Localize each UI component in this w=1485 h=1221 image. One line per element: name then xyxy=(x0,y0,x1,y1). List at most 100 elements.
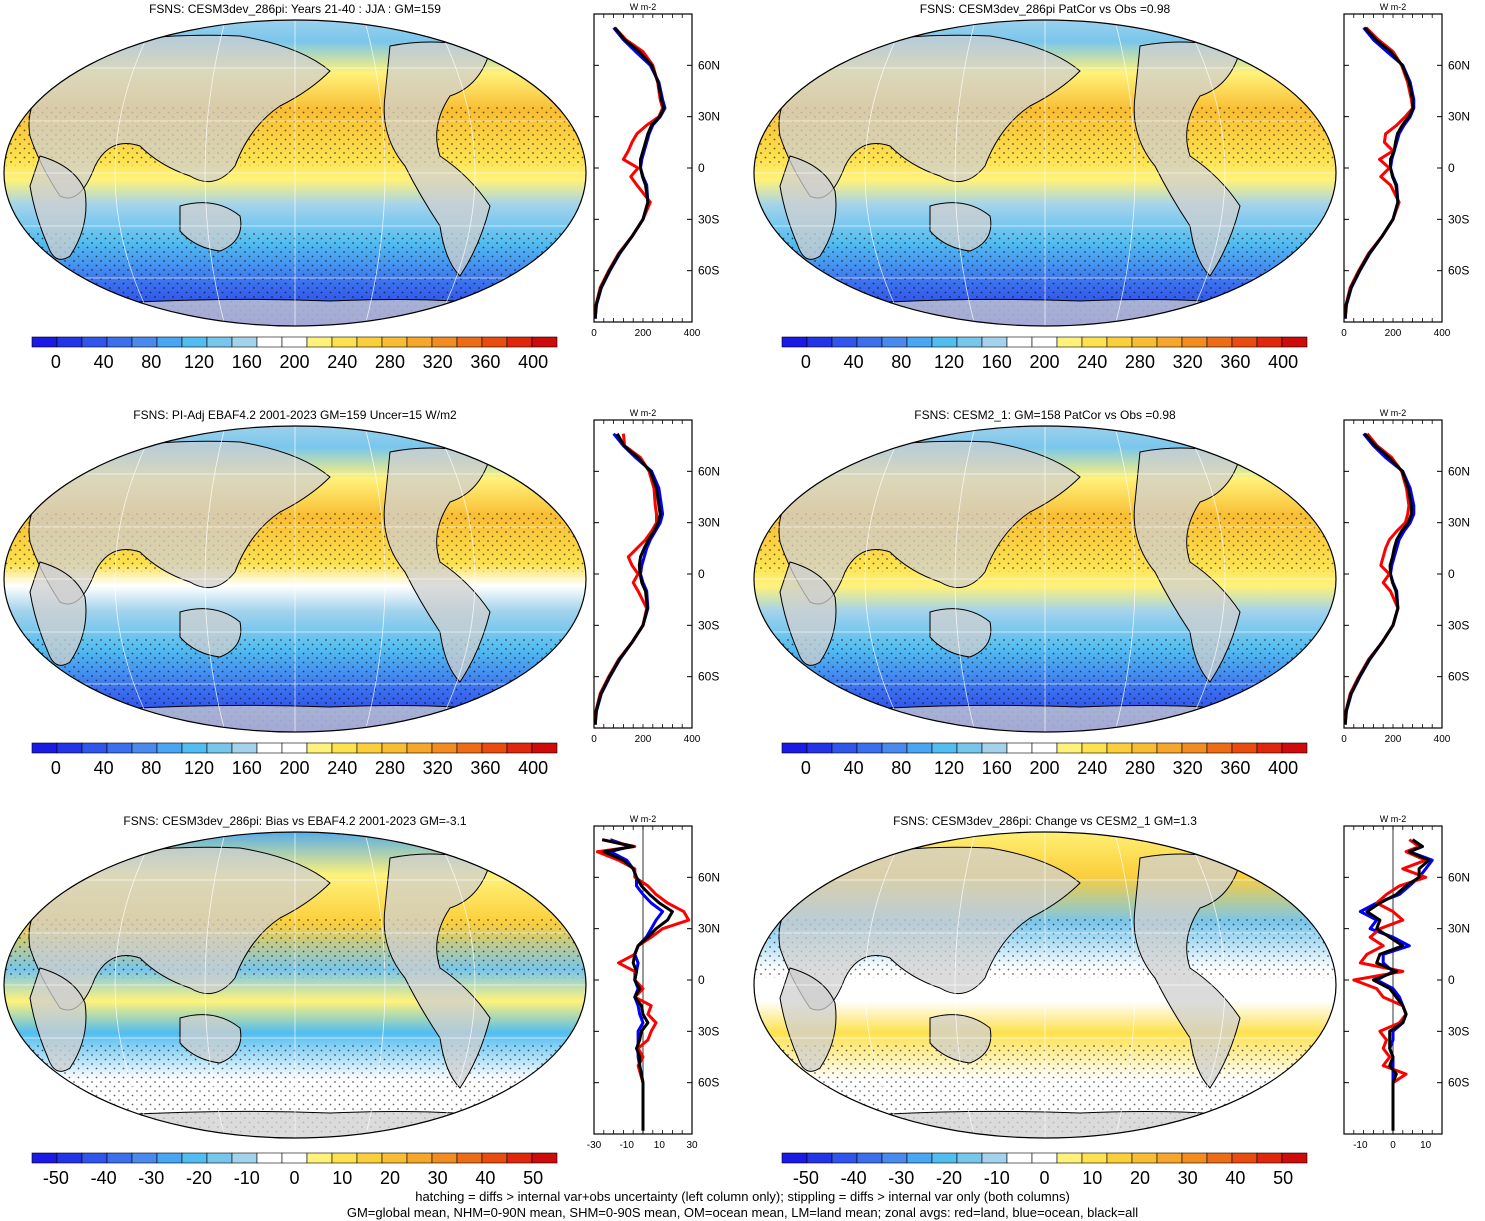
colorbar-bin xyxy=(81,336,108,348)
colorbar-bin xyxy=(1006,336,1033,348)
colorbar-bin xyxy=(106,336,133,348)
colorbar-tick-label: 120 xyxy=(934,352,964,372)
zonal-lat-label: 60S xyxy=(698,1076,719,1090)
colorbar-bin xyxy=(1131,336,1158,348)
zonal-lat-label: 60S xyxy=(698,670,719,684)
panel-title: FSNS: CESM3dev_286pi: Years 21-40 : JJA … xyxy=(149,2,441,16)
colorbar-tick-label: 200 xyxy=(279,758,309,778)
colorbar-bin xyxy=(531,336,558,348)
map xyxy=(753,19,1337,327)
zonal-lat-label: 30S xyxy=(698,212,719,226)
colorbar-bin xyxy=(1106,1152,1133,1164)
colorbar-bin xyxy=(431,742,458,754)
colorbar-bin xyxy=(406,1152,433,1164)
map xyxy=(3,425,587,733)
continent-2 xyxy=(179,1014,242,1064)
colorbar-tick-label: 40 xyxy=(475,1168,495,1188)
colorbar-bin xyxy=(956,336,983,348)
colorbar-tick-label: 0 xyxy=(51,758,61,778)
colorbar-bin xyxy=(506,742,533,754)
colorbar-bin xyxy=(156,336,183,348)
zonal-lat-label: 0 xyxy=(698,973,705,987)
colorbar-bin xyxy=(131,336,158,348)
zonal-x-tick-label: 400 xyxy=(684,734,701,745)
zonal-units-label: W m-2 xyxy=(1380,814,1407,824)
colorbar-tick-label: 120 xyxy=(934,758,964,778)
colorbar-bin xyxy=(206,336,233,348)
colorbar-tick-label: 160 xyxy=(232,758,262,778)
continent-4 xyxy=(29,561,87,666)
colorbar-bin xyxy=(81,742,108,754)
colorbar-bin xyxy=(456,336,483,348)
colorbar-bin xyxy=(131,1152,158,1164)
colorbar-bin xyxy=(1081,1152,1108,1164)
colorbar-bin xyxy=(1181,336,1208,348)
continent-4 xyxy=(29,155,87,260)
colorbar-bin xyxy=(906,1152,933,1164)
colorbar-bin xyxy=(456,742,483,754)
zonal-x-tick-label: 200 xyxy=(1385,328,1402,339)
colorbar-tick-label: 240 xyxy=(327,352,357,372)
panel-6: FSNS: CESM3dev_286pi: Change vs CESM2_1 … xyxy=(750,812,1485,1212)
colorbar-bin xyxy=(1131,1152,1158,1164)
panel-4: FSNS: CESM2_1: GM=158 PatCor vs Obs =0.9… xyxy=(750,406,1485,806)
zonal-all-line xyxy=(593,432,662,725)
zonal-lat-label: 30N xyxy=(1448,922,1470,936)
colorbar-tick-label: 400 xyxy=(1268,758,1298,778)
colorbar-bin xyxy=(281,336,308,348)
zonal-x-tick-label: 0 xyxy=(1390,1140,1396,1151)
colorbar-tick-label: 400 xyxy=(1268,352,1298,372)
colorbar-tick-label: 80 xyxy=(141,758,161,778)
colorbar-bin xyxy=(356,742,383,754)
zonal-all-line xyxy=(1343,26,1415,319)
colorbar-tick-label: 360 xyxy=(1220,352,1250,372)
colorbar-bin xyxy=(831,742,858,754)
colorbar-bin xyxy=(156,742,183,754)
zonal-mean-plot: W m-2 60N 30N 0 30S 60S -10 0 10 xyxy=(1343,814,1470,1151)
zonal-x-tick-label: 30 xyxy=(686,1140,698,1151)
colorbar-bin xyxy=(831,336,858,348)
colorbar-tick-label: 280 xyxy=(375,352,405,372)
colorbar-bin xyxy=(381,336,408,348)
colorbar-tick-label: 320 xyxy=(1173,352,1203,372)
colorbar-bin xyxy=(981,1152,1008,1164)
colorbar-bin xyxy=(81,1152,108,1164)
colorbar-bin xyxy=(56,1152,83,1164)
panel-title: FSNS: CESM3dev_286pi: Bias vs EBAF4.2 20… xyxy=(123,814,467,828)
zonal-lat-label: 60S xyxy=(1448,670,1469,684)
zonal-units-label: W m-2 xyxy=(630,814,657,824)
zonal-x-tick-label: 10 xyxy=(654,1140,666,1151)
colorbar-tick-label: 40 xyxy=(94,352,114,372)
zonal-lat-label: 30S xyxy=(698,618,719,632)
colorbar-tick-label: 160 xyxy=(982,352,1012,372)
colorbar-tick-label: 320 xyxy=(1173,758,1203,778)
colorbar-bin xyxy=(981,742,1008,754)
colorbar-bin xyxy=(231,742,258,754)
zonal-lat-label: 60N xyxy=(1448,870,1470,884)
colorbar-bin xyxy=(1256,1152,1283,1164)
colorbar-bin xyxy=(1256,742,1283,754)
zonal-mean-plot: W m-2 60N 30N 0 30S 60S 0 200 400 xyxy=(1341,408,1470,745)
colorbar-bin xyxy=(131,742,158,754)
colorbar-bin xyxy=(806,742,833,754)
colorbar-bin xyxy=(281,742,308,754)
colorbar-bin xyxy=(456,1152,483,1164)
colorbar-tick-label: 80 xyxy=(141,352,161,372)
colorbar-bin xyxy=(1106,742,1133,754)
colorbar-bin xyxy=(781,336,808,348)
colorbar-bin xyxy=(1081,742,1108,754)
colorbar-bin xyxy=(31,742,58,754)
colorbar-tick-label: 320 xyxy=(423,758,453,778)
map xyxy=(3,19,587,327)
colorbar-tick-label: 360 xyxy=(470,758,500,778)
zonal-lat-label: 0 xyxy=(1448,567,1455,581)
colorbar: 0 40 80 120 160 200 240 280 320 360 400 xyxy=(781,336,1308,372)
zonal-units-label: W m-2 xyxy=(630,408,657,418)
zonal-lat-label: 60N xyxy=(1448,58,1470,72)
colorbar-bin xyxy=(256,742,283,754)
colorbar-bin xyxy=(1181,1152,1208,1164)
colorbar-bin xyxy=(206,742,233,754)
colorbar-bin xyxy=(806,336,833,348)
colorbar-bin xyxy=(531,742,558,754)
zonal-mean-plot: W m-2 60N 30N 0 30S 60S -30 -10 10 30 xyxy=(587,814,720,1151)
